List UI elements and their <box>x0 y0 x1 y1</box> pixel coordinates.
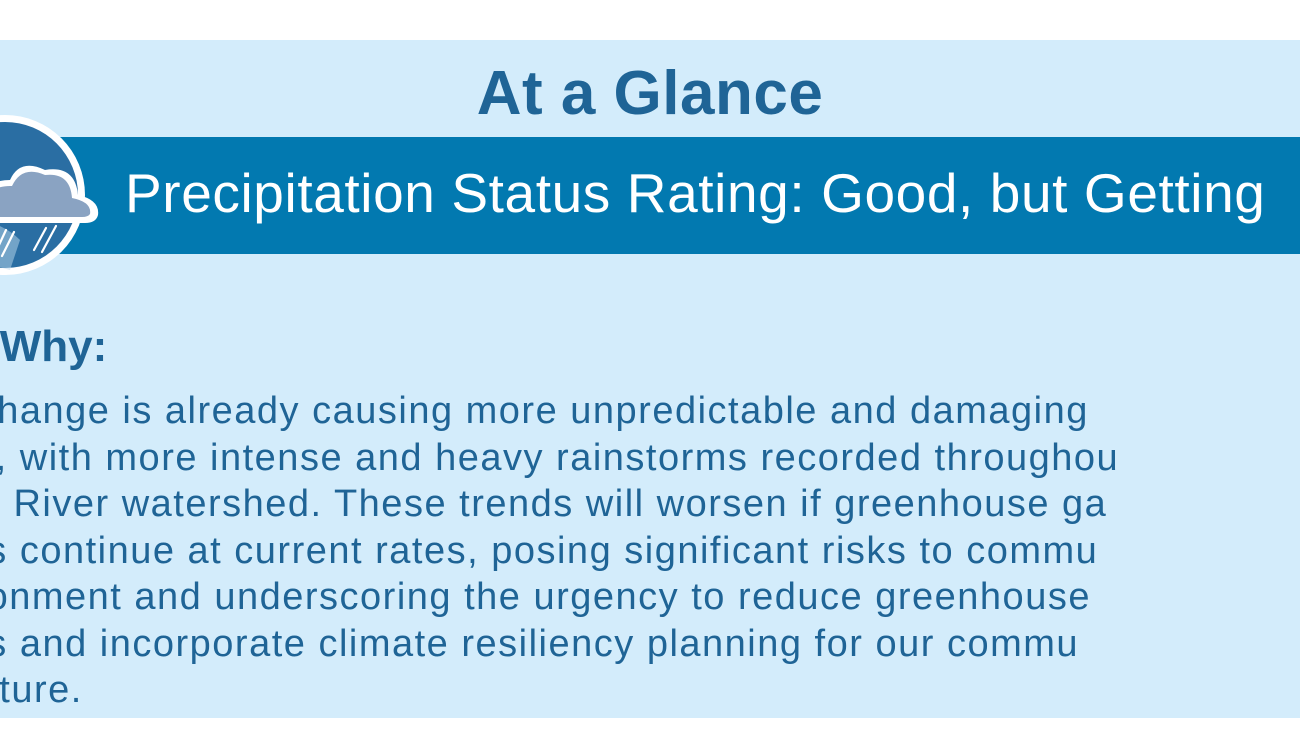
status-rating-text: Precipitation Status Rating: Good, but G… <box>125 162 1266 224</box>
at-a-glance-panel: At a Glance Precipitation Status Rating:… <box>0 40 1300 718</box>
body-line: are River watershed. These trends will w… <box>0 483 1108 525</box>
body-line: ructure. <box>0 669 83 711</box>
body-line: ons continue at current rates, posing si… <box>0 529 1099 572</box>
rain-cloud-icon <box>0 110 110 280</box>
body-line: e change is already causing more unpredi… <box>0 390 1089 432</box>
body-line: vironment and underscoring the urgency t… <box>0 576 1091 618</box>
status-banner: Precipitation Status Rating: Good, but G… <box>0 137 1300 254</box>
body-line: ons and incorporate climate resiliency p… <box>0 622 1080 665</box>
body-line: ms, with more intense and heavy rainstor… <box>0 436 1120 479</box>
why-body-text: e change is already causing more unpredi… <box>0 388 1300 714</box>
why-heading: s Why: <box>0 322 108 371</box>
page-title: At a Glance <box>476 59 824 128</box>
